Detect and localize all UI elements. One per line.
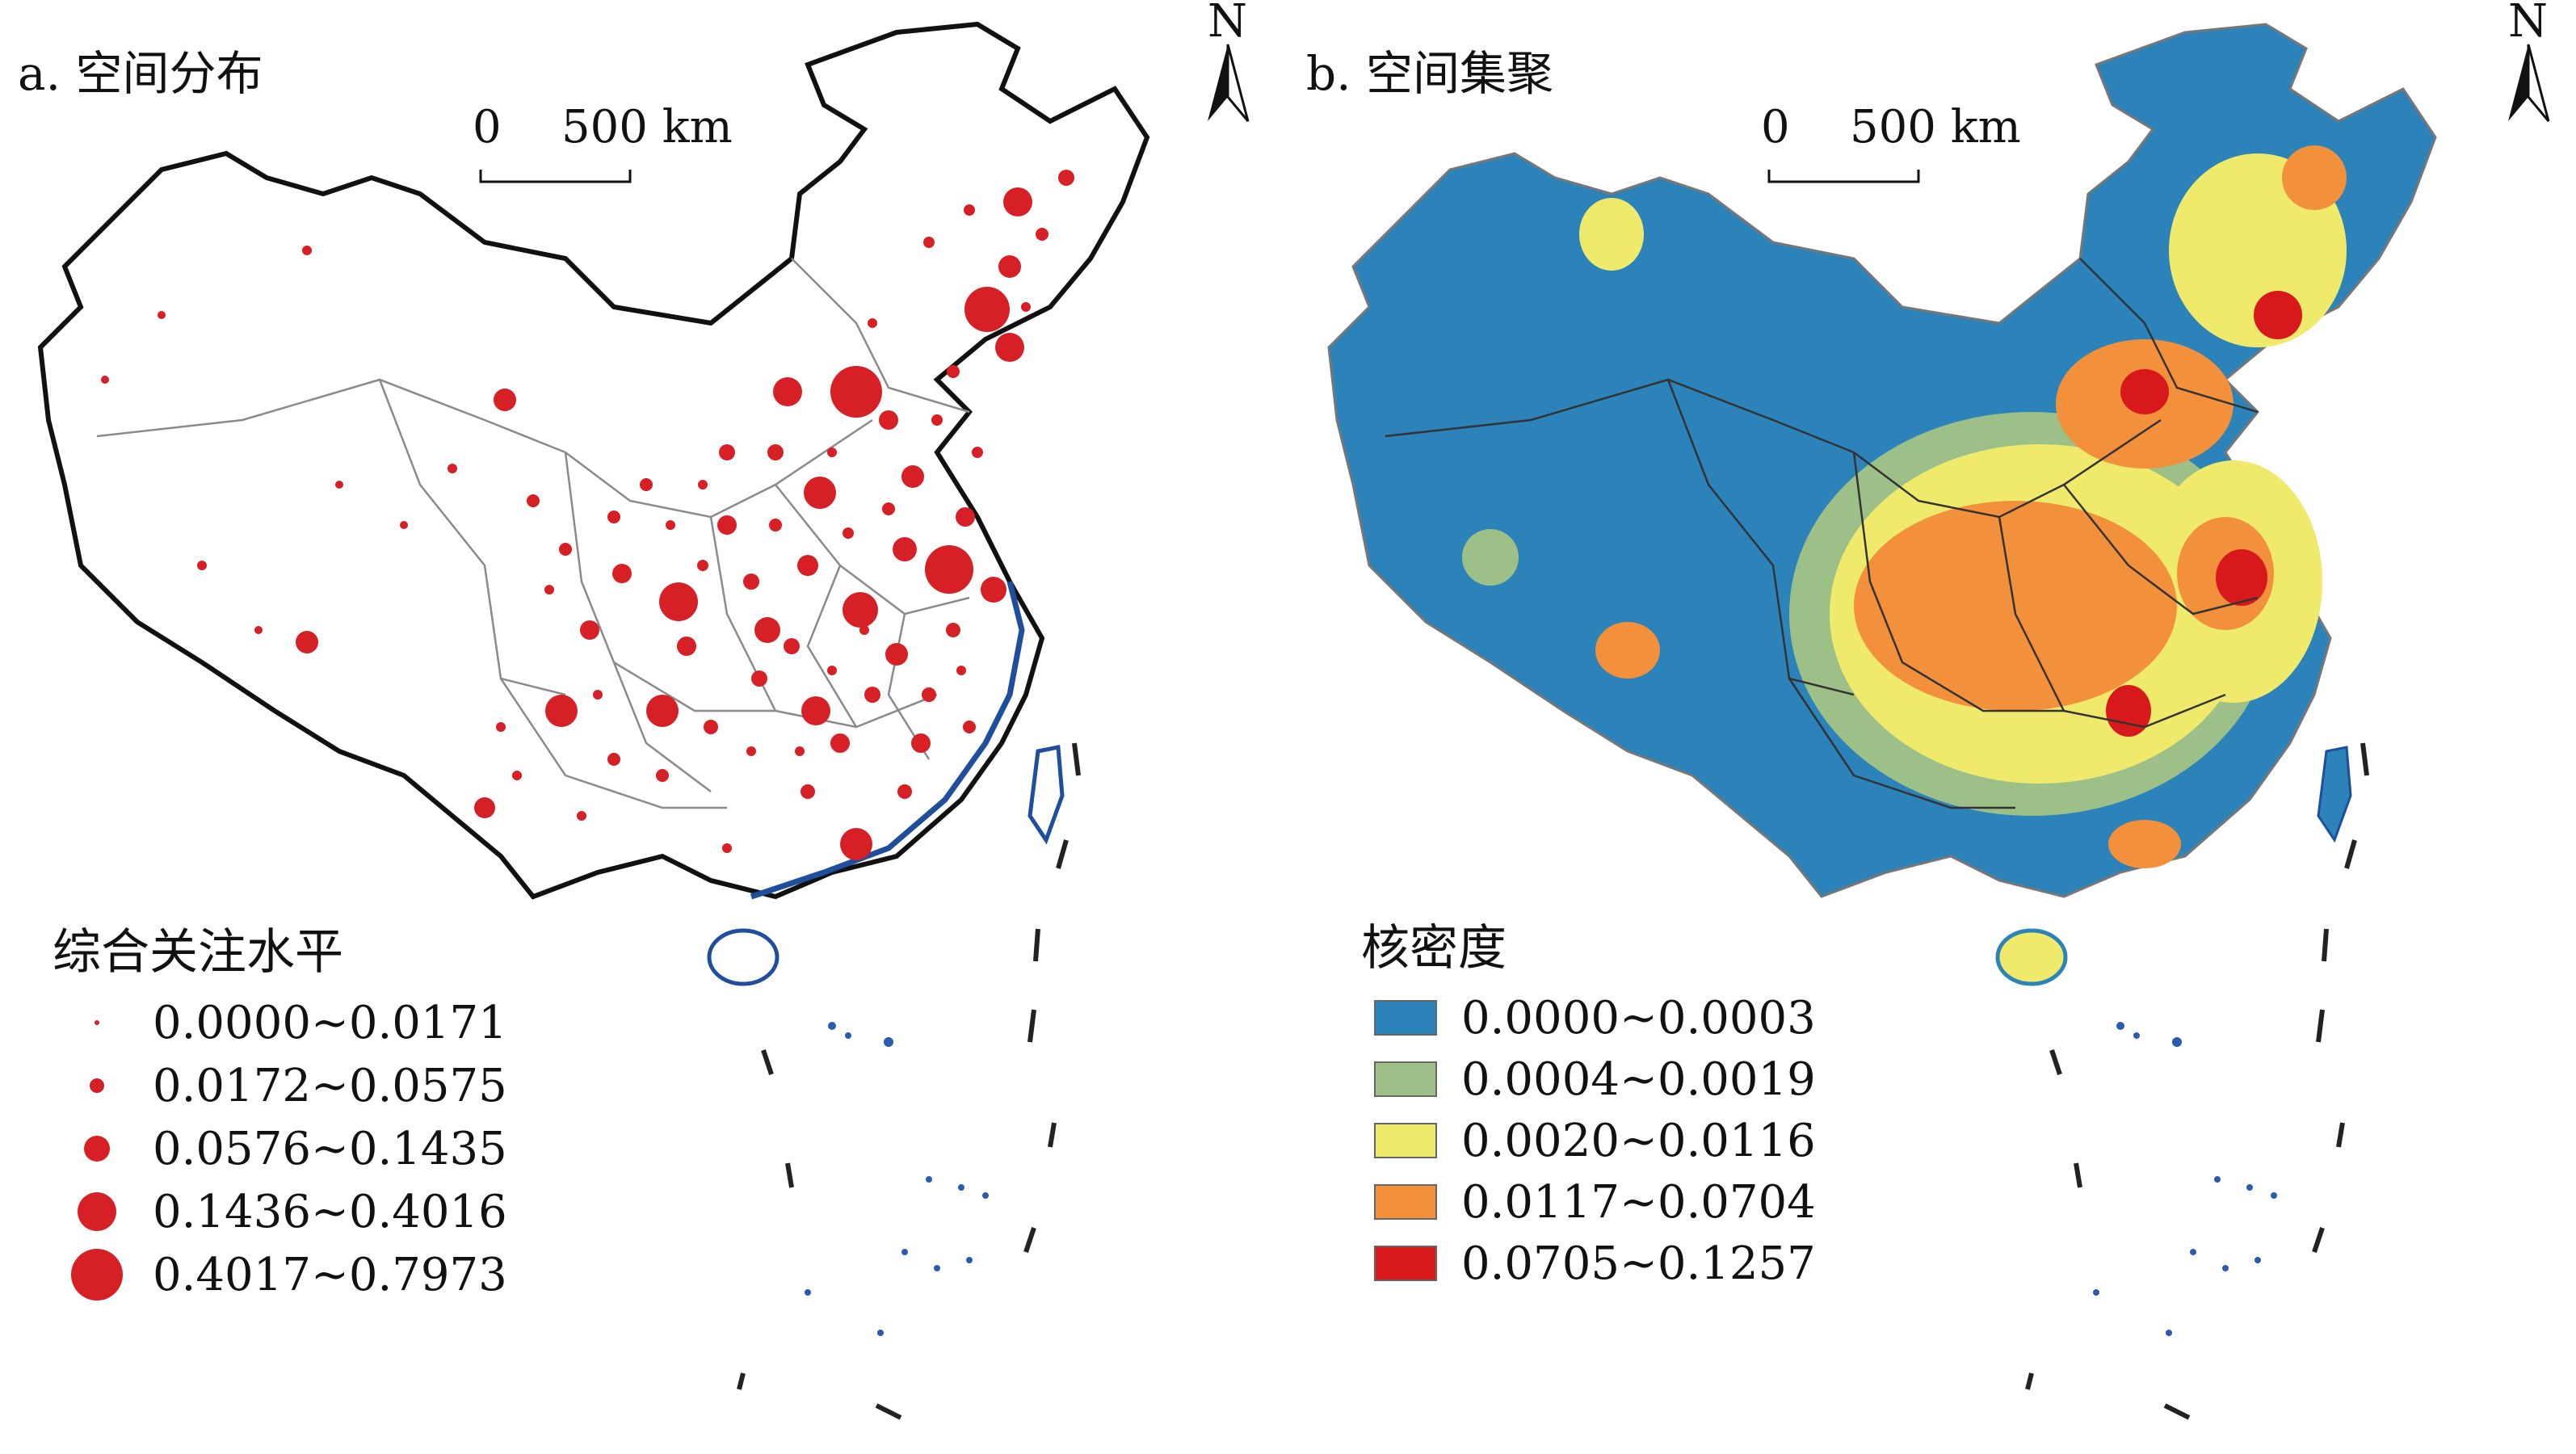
legend-b-title: 核密度 (1361, 920, 1507, 977)
panel-b-title: b. 空间集聚 (1306, 46, 1554, 101)
legend-a-item: 0.0000~0.0171 (53, 991, 507, 1054)
scale-bar: 0 500 km (469, 101, 775, 190)
north-arrow: N (2484, 0, 2573, 129)
legend-swatch (1374, 1000, 1437, 1036)
legend-a-label: 0.1436~0.4016 (153, 1185, 507, 1238)
scale-distance: 500 km (1850, 101, 2021, 153)
china-outline (37, 21, 1150, 900)
south-china-sea-islands (805, 1022, 989, 1336)
concern-level-symbols (101, 170, 1074, 860)
legend-dot-icon (90, 1078, 104, 1093)
scale-zero: 0 (1761, 101, 1790, 153)
map-distribution (37, 21, 1150, 1420)
legend-a-item: 0.4017~0.7973 (53, 1243, 507, 1306)
legend-swatch (1374, 1123, 1437, 1158)
map-kernel-density (1327, 23, 2437, 1420)
legend-b-item: 0.0705~0.1257 (1361, 1233, 1816, 1294)
north-arrow: N (1183, 0, 1272, 129)
legend-b-item: 0.0020~0.0116 (1361, 1110, 1816, 1171)
nine-dash-line (2025, 742, 2369, 1420)
scale-bar-line (479, 170, 632, 183)
coastline (750, 581, 1025, 900)
north-arrow-icon (2508, 44, 2550, 122)
legend-dot-icon (84, 1136, 110, 1162)
legend-b-label: 0.0117~0.0704 (1461, 1175, 1816, 1229)
panel-a-title: a. 空间分布 (18, 46, 263, 101)
province-boundaries (1385, 258, 2259, 809)
taiwan-island (2317, 746, 2352, 843)
legend-dot-icon (78, 1192, 116, 1231)
legend-concern-level: 综合关注水平 0.0000~0.0171 0.0172~0.0575 0.057… (53, 913, 507, 1306)
north-label: N (2508, 0, 2548, 48)
legend-b-label: 0.0705~0.1257 (1461, 1237, 1816, 1290)
legend-b-item: 0.0004~0.0019 (1361, 1048, 1816, 1110)
legend-swatch (1374, 1061, 1437, 1097)
hainan-island (1995, 928, 2068, 986)
legend-a-item: 0.1436~0.4016 (53, 1180, 507, 1243)
panel-spatial-distribution: a. 空间分布 0 500 km N 综合关注水平 0.0000~0.0171 … (18, 0, 1272, 1420)
legend-a-title: 综合关注水平 (53, 924, 343, 981)
legend-a-item: 0.0576~0.1435 (53, 1117, 507, 1180)
scale-distance: 500 km (561, 101, 733, 153)
north-arrow-icon (1208, 44, 1250, 122)
legend-a-label: 0.0172~0.0575 (153, 1059, 507, 1112)
legend-swatch (1374, 1184, 1437, 1220)
taiwan-island (1027, 744, 1065, 845)
scale-bar: 0 500 km (1757, 101, 2064, 190)
legend-swatch (1374, 1246, 1437, 1281)
legend-dot-icon (71, 1249, 123, 1301)
nine-dash-line (737, 742, 1081, 1420)
legend-b-label: 0.0004~0.0019 (1461, 1053, 1816, 1106)
legend-a-label: 0.4017~0.7973 (153, 1248, 507, 1301)
legend-b-label: 0.0020~0.0116 (1461, 1114, 1816, 1167)
density-surface (1462, 145, 2347, 868)
legend-kernel-density: 核密度 0.0000~0.0003 0.0004~0.0019 0.0020~0… (1361, 909, 1816, 1294)
legend-b-label: 0.0000~0.0003 (1461, 991, 1816, 1044)
south-china-sea-islands (2093, 1022, 2277, 1336)
legend-a-label: 0.0576~0.1435 (153, 1122, 507, 1175)
legend-b-item: 0.0117~0.0704 (1361, 1171, 1816, 1233)
legend-dot-icon (95, 1020, 99, 1025)
legend-a-item: 0.0172~0.0575 (53, 1054, 507, 1117)
hainan-island (707, 928, 780, 986)
scale-bar-line (1767, 170, 1920, 183)
legend-b-item: 0.0000~0.0003 (1361, 987, 1816, 1048)
scale-zero: 0 (473, 101, 502, 153)
north-label: N (1208, 0, 1247, 48)
legend-a-label: 0.0000~0.0171 (153, 996, 507, 1049)
panel-spatial-clustering: b. 空间集聚 0 500 km N 核密度 0.0000~0.0003 0.0… (1288, 0, 2576, 1454)
